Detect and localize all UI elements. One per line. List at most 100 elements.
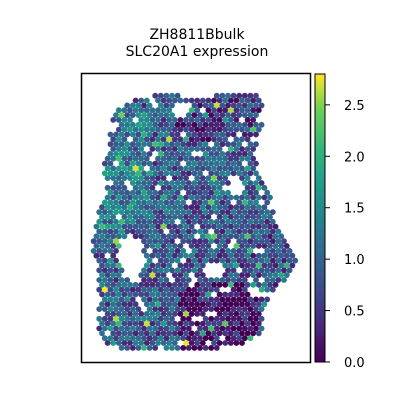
expression-spot	[101, 325, 108, 332]
expression-spot	[225, 238, 231, 245]
expression-spot	[143, 117, 150, 123]
expression-spot	[171, 291, 178, 298]
expression-spot	[132, 320, 139, 327]
expression-spot	[253, 131, 259, 138]
expression-spot	[202, 112, 209, 118]
expression-spot	[115, 291, 122, 298]
expression-spot	[138, 155, 145, 162]
expression-spot	[183, 97, 189, 104]
expression-spot	[239, 126, 245, 133]
expression-spot	[258, 286, 265, 293]
expression-spot	[191, 228, 198, 235]
expression-spot	[239, 175, 245, 182]
expression-spot	[225, 92, 231, 99]
expression-spot	[244, 223, 251, 230]
expression-spot	[264, 257, 271, 264]
expression-spot	[177, 320, 184, 327]
expression-spot	[124, 189, 131, 196]
expression-spot	[230, 209, 237, 216]
expression-spot	[160, 252, 167, 259]
expression-spot	[283, 272, 290, 278]
expression-spot	[219, 141, 226, 148]
expression-spot	[115, 146, 122, 152]
expression-spot	[121, 175, 128, 182]
expression-spot	[101, 296, 108, 303]
expression-spot	[241, 228, 248, 235]
expression-spot	[222, 214, 229, 220]
expression-spot	[236, 160, 243, 167]
expression-spot	[107, 286, 114, 293]
expression-spot	[197, 160, 203, 167]
expression-spot	[174, 189, 181, 196]
expression-spot	[124, 345, 131, 351]
expression-spot	[152, 121, 159, 128]
expression-spot	[211, 194, 217, 201]
expression-spot	[166, 126, 173, 133]
expression-spot	[152, 286, 159, 293]
expression-spot	[185, 345, 192, 351]
expression-spot	[213, 218, 220, 225]
expression-spot	[138, 184, 145, 191]
expression-spot	[135, 209, 142, 216]
expression-spot	[269, 218, 276, 225]
expression-spot	[258, 102, 265, 109]
expression-spot	[188, 214, 195, 220]
expression-spot	[247, 306, 254, 312]
expression-spot	[216, 204, 223, 211]
expression-spot	[191, 248, 198, 254]
expression-spot	[202, 102, 209, 109]
expression-spot	[163, 286, 170, 293]
expression-spot	[107, 248, 114, 254]
expression-spot	[155, 204, 161, 211]
expression-spot	[267, 243, 273, 249]
expression-spot	[233, 194, 240, 201]
expression-spot	[155, 330, 161, 337]
expression-spot	[166, 194, 173, 201]
expression-spot	[264, 267, 271, 274]
expression-spot	[143, 262, 150, 269]
expression-spot	[247, 257, 254, 264]
expression-spot	[219, 180, 226, 186]
expression-spot	[197, 218, 203, 225]
expression-spot	[169, 112, 175, 118]
expression-spot	[163, 277, 170, 283]
expression-spot	[264, 218, 271, 225]
expression-spot	[143, 340, 150, 346]
expression-spot	[143, 126, 150, 133]
expression-spot	[255, 194, 262, 201]
expression-spot	[177, 233, 184, 240]
expression-spot	[169, 102, 175, 109]
expression-spot	[236, 248, 243, 254]
expression-spot	[177, 97, 184, 104]
expression-spot	[180, 248, 187, 254]
expression-spot	[258, 267, 265, 274]
expression-spot	[205, 204, 212, 211]
expression-spot	[121, 117, 128, 123]
expression-spot	[227, 165, 234, 172]
expression-spot	[163, 151, 170, 157]
expression-spot	[166, 340, 173, 346]
expression-spot	[143, 320, 150, 327]
expression-spot	[183, 311, 189, 317]
expression-spot	[188, 243, 195, 249]
expression-spot	[146, 315, 153, 322]
expression-spot	[171, 126, 178, 133]
expression-spot	[199, 291, 206, 298]
expression-spot	[258, 121, 265, 128]
expression-spot	[169, 121, 175, 128]
expression-spot	[191, 102, 198, 109]
expression-spot	[129, 315, 136, 322]
expression-spot	[110, 330, 117, 337]
expression-spot	[146, 199, 153, 206]
expression-spot	[247, 131, 254, 138]
expression-spot	[163, 131, 170, 138]
expression-spot	[141, 267, 147, 274]
expression-spot	[247, 238, 254, 245]
expression-spot	[138, 330, 145, 337]
expression-spot	[138, 165, 145, 172]
expression-spot	[197, 209, 203, 216]
expression-spot	[115, 340, 122, 346]
expression-spot	[194, 252, 201, 259]
expression-spot	[222, 97, 229, 104]
expression-spot	[253, 315, 259, 322]
